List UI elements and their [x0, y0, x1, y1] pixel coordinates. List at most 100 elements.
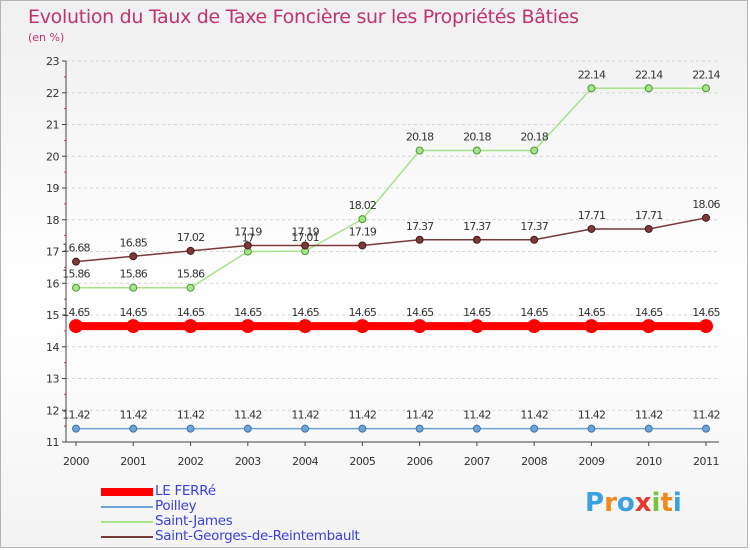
x-tick-label: 2000	[63, 455, 89, 468]
data-label: 14.65	[349, 306, 377, 319]
data-label: 17.19	[291, 225, 319, 238]
data-label: 18.06	[692, 198, 720, 211]
data-point	[469, 319, 484, 334]
data-label: 11.42	[62, 409, 90, 422]
data-label: 18.02	[349, 199, 377, 212]
series-line-2	[76, 87, 706, 289]
data-point	[415, 146, 424, 155]
y-tick-label: 23	[46, 55, 59, 68]
data-point	[412, 319, 427, 334]
data-label: 14.65	[463, 306, 491, 319]
data-point	[641, 319, 656, 334]
legend-label: Saint-James	[155, 513, 233, 529]
data-label: 14.65	[62, 306, 90, 319]
data-label: 11.42	[234, 409, 262, 422]
data-point	[527, 319, 542, 334]
data-label: 11.42	[520, 409, 548, 422]
logo-letter: x	[634, 488, 652, 518]
data-label: 16.85	[120, 236, 148, 249]
data-point	[644, 224, 653, 233]
data-point	[644, 84, 653, 93]
legend-swatch	[101, 506, 153, 508]
y-tick-label: 15	[46, 309, 59, 322]
data-label: 14.65	[177, 306, 205, 319]
data-label: 16.68	[62, 242, 90, 255]
data-label: 14.65	[635, 306, 663, 319]
x-tick-label: 2008	[521, 455, 547, 468]
legend-label: LE FERRé	[155, 483, 216, 499]
data-point	[126, 319, 141, 334]
y-tick-label: 18	[46, 214, 59, 227]
logo-letter: i	[672, 488, 682, 518]
data-label: 14.65	[520, 306, 548, 319]
data-point	[129, 283, 138, 292]
data-label: 22.14	[635, 68, 663, 81]
data-label: 17.37	[463, 220, 491, 233]
x-tick-label: 2009	[578, 455, 604, 468]
data-point	[129, 252, 138, 261]
y-tick-label: 12	[46, 404, 59, 417]
data-point	[587, 424, 596, 433]
data-label: 11.42	[177, 409, 205, 422]
y-tick-label: 14	[46, 341, 59, 354]
data-label: 17.37	[520, 220, 548, 233]
data-point	[644, 424, 653, 433]
data-label: 20.18	[520, 131, 548, 144]
data-point	[358, 424, 367, 433]
y-tick-label: 11	[46, 436, 59, 449]
y-tick-label: 20	[46, 150, 59, 163]
logo-letter: P	[585, 488, 605, 518]
x-tick-label: 2003	[235, 455, 261, 468]
data-label: 15.86	[120, 268, 148, 281]
legend-swatch	[101, 536, 153, 538]
y-tick-label: 22	[46, 87, 59, 100]
x-tick-label: 2011	[693, 455, 719, 468]
data-label: 14.65	[578, 306, 606, 319]
logo-letter: r	[604, 488, 617, 518]
data-point	[415, 424, 424, 433]
data-point	[72, 424, 80, 433]
data-label: 17	[242, 232, 255, 245]
data-point	[702, 213, 710, 222]
x-tick-label: 2005	[349, 455, 375, 468]
data-label: 14.65	[291, 306, 319, 319]
y-tick-label: 21	[46, 119, 59, 132]
proxiti-logo: Proxiti	[585, 488, 682, 518]
data-point	[243, 241, 252, 250]
data-label: 11.42	[578, 409, 606, 422]
legend-label: Poilley	[155, 498, 197, 514]
data-label: 17.71	[635, 209, 663, 222]
data-point	[69, 319, 83, 334]
data-point	[530, 146, 539, 155]
data-point	[298, 319, 313, 334]
data-point	[301, 424, 310, 433]
data-label: 14.65	[406, 306, 434, 319]
data-label: 11.42	[635, 409, 663, 422]
legend-swatch	[101, 488, 153, 496]
data-label: 20.18	[406, 131, 434, 144]
data-point	[699, 319, 713, 334]
data-point	[186, 283, 195, 292]
data-point	[301, 241, 310, 250]
data-point	[472, 146, 481, 155]
y-tick-label: 13	[46, 373, 59, 386]
data-point	[72, 283, 80, 292]
data-label: 11.42	[291, 409, 319, 422]
legend-swatch	[101, 521, 153, 523]
data-point	[702, 84, 710, 93]
data-label: 11.42	[406, 409, 434, 422]
logo-letter: o	[616, 488, 635, 518]
data-point	[358, 241, 367, 250]
data-point	[472, 424, 481, 433]
data-point	[72, 257, 80, 266]
y-tick-label: 19	[46, 182, 59, 195]
data-label: 15.86	[62, 268, 90, 281]
data-label: 17.37	[406, 220, 434, 233]
data-label: 17.19	[349, 225, 377, 238]
data-point	[702, 424, 710, 433]
data-label: 14.65	[692, 306, 720, 319]
x-tick-label: 2010	[636, 455, 662, 468]
data-label: 17.71	[578, 209, 606, 222]
chart-unit-label: (en %)	[28, 31, 65, 44]
